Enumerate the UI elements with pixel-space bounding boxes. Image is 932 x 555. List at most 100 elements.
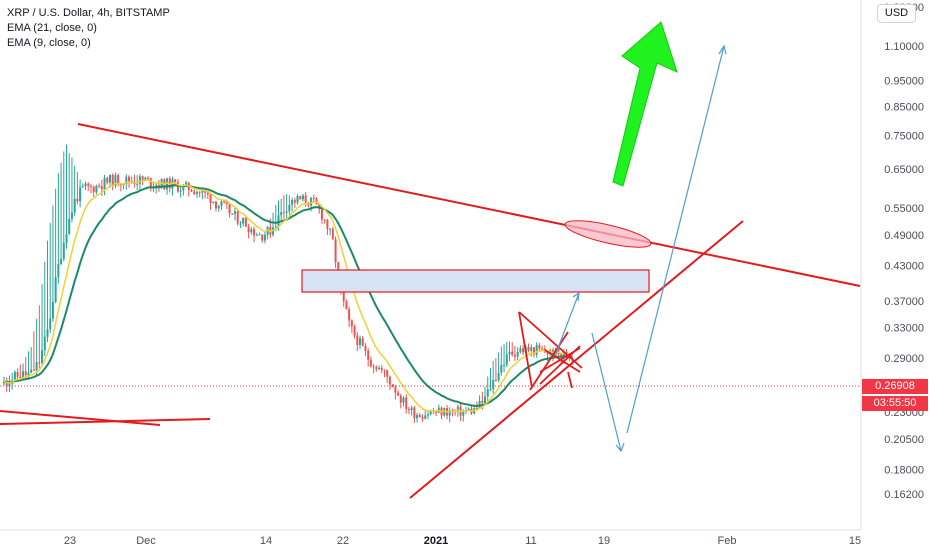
candle-body: [519, 348, 522, 352]
candle-body: [193, 191, 196, 195]
time-tick-label: 14: [260, 535, 272, 547]
pennant-line: [518, 311, 533, 389]
candle-body: [223, 201, 226, 203]
candle-body: [345, 301, 348, 310]
candle-body: [179, 190, 182, 192]
ascending-support-line: [409, 220, 744, 499]
candle-body: [367, 350, 370, 360]
pennant-line: [529, 331, 569, 391]
candle-body: [16, 371, 19, 377]
candle-body: [22, 371, 25, 378]
candle-body: [312, 197, 315, 199]
candle-body: [299, 195, 302, 200]
pennant-line: [544, 349, 581, 373]
candle-body: [405, 397, 408, 409]
candle-body: [147, 177, 150, 179]
candle-body: [380, 367, 383, 370]
candle-body: [532, 347, 535, 355]
projection-arrowhead: [615, 442, 625, 453]
candle-body: [546, 352, 549, 355]
candle-body: [421, 417, 424, 419]
candle-body: [456, 406, 459, 411]
candle-body: [27, 372, 30, 376]
candle-body: [274, 226, 277, 228]
time-axis[interactable]: 23 Dec 14 22 2021 11 19 Feb 15: [64, 535, 861, 547]
candle-body: [369, 359, 372, 367]
price-tick-label: 0.18000: [884, 464, 924, 476]
candle-body: [35, 362, 38, 371]
time-tick-label: 22: [337, 535, 349, 547]
candle-body: [386, 370, 389, 377]
candle-body: [435, 411, 438, 413]
candle-body: [323, 219, 326, 221]
candle-body: [212, 201, 215, 204]
price-tick-label: 0.37000: [884, 296, 924, 308]
candle-body: [350, 320, 353, 327]
price-axis[interactable]: 0.162000.180000.205000.230000.260000.290…: [884, 2, 924, 501]
candle-body: [8, 383, 11, 387]
candle-body: [60, 259, 63, 264]
symbol-title[interactable]: XRP / U.S. Dollar, 4h, BITSTAMP: [7, 7, 170, 19]
candle-body: [239, 223, 242, 225]
candle-body: [291, 200, 294, 205]
candle-body: [204, 190, 207, 193]
candle-body: [231, 213, 234, 215]
candle-body: [92, 186, 95, 193]
ema21-legend[interactable]: EMA (21, close, 0): [7, 22, 97, 34]
candle-body: [62, 242, 65, 260]
candle-body: [407, 408, 410, 411]
price-tick-label: 0.29000: [884, 353, 924, 365]
candle-body: [225, 202, 228, 204]
candle-body: [106, 177, 109, 183]
candle-body: [244, 218, 247, 227]
candle-body: [494, 379, 497, 381]
candle-body: [399, 395, 402, 403]
candle-body: [394, 387, 397, 393]
candle-body: [24, 371, 27, 376]
time-tick-label: 11: [525, 535, 536, 547]
candle-body: [378, 367, 381, 370]
candle-body: [95, 185, 98, 193]
time-tick-label: Dec: [136, 535, 156, 547]
candle-body: [500, 364, 503, 373]
candle-body: [513, 354, 516, 357]
candle-body: [505, 354, 508, 365]
candle-body: [84, 183, 87, 187]
candle-body: [98, 185, 101, 187]
candle-body: [315, 198, 318, 205]
descending-resistance-line: [77, 123, 861, 287]
candle-body: [103, 177, 106, 190]
currency-button[interactable]: USD: [877, 4, 916, 23]
candle-body: [144, 177, 147, 180]
candle-body: [65, 234, 68, 243]
countdown-tag: 03:55:50: [862, 396, 928, 411]
candle-body: [141, 176, 144, 180]
candle-body: [562, 351, 565, 357]
candle-body: [30, 369, 33, 373]
candle-body: [242, 218, 245, 224]
price-tick-label: 0.43000: [884, 261, 924, 273]
candle-body: [301, 195, 304, 200]
candle-body: [391, 384, 394, 388]
candle-body: [70, 212, 73, 219]
ema9-legend[interactable]: EMA (9, close, 0): [7, 37, 91, 49]
candle-body: [334, 239, 337, 263]
candle-body: [356, 335, 359, 345]
time-tick-label: 23: [64, 535, 76, 547]
candle-body: [538, 344, 541, 349]
candle-body: [402, 397, 405, 403]
candle-body: [497, 372, 500, 381]
candle-body: [19, 376, 22, 378]
candle-body: [247, 226, 250, 233]
candle-body: [119, 184, 122, 186]
candle-body: [234, 211, 237, 214]
candle-body: [508, 351, 511, 355]
candle-body: [397, 392, 400, 396]
candle-body: [43, 336, 46, 351]
candle-body: [108, 174, 111, 183]
candle-body: [418, 414, 421, 418]
candle-body: [176, 182, 179, 192]
candle-body: [280, 212, 283, 216]
